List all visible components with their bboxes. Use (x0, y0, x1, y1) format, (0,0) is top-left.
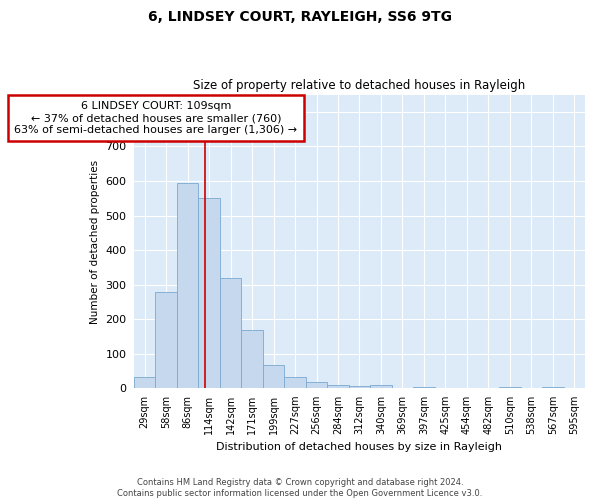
X-axis label: Distribution of detached houses by size in Rayleigh: Distribution of detached houses by size … (217, 442, 502, 452)
Text: Contains HM Land Registry data © Crown copyright and database right 2024.
Contai: Contains HM Land Registry data © Crown c… (118, 478, 482, 498)
Text: 6, LINDSEY COURT, RAYLEIGH, SS6 9TG: 6, LINDSEY COURT, RAYLEIGH, SS6 9TG (148, 10, 452, 24)
Bar (306, 382, 327, 388)
Bar (134, 377, 155, 388)
Bar (542, 386, 563, 388)
Bar (370, 385, 392, 388)
Bar (155, 292, 177, 388)
Bar (220, 278, 241, 388)
Bar (241, 330, 263, 388)
Bar (327, 385, 349, 388)
Bar (499, 386, 521, 388)
Bar (413, 386, 434, 388)
Text: 6 LINDSEY COURT: 109sqm
← 37% of detached houses are smaller (760)
63% of semi-d: 6 LINDSEY COURT: 109sqm ← 37% of detache… (14, 102, 298, 134)
Bar (349, 386, 370, 388)
Title: Size of property relative to detached houses in Rayleigh: Size of property relative to detached ho… (193, 79, 526, 92)
Y-axis label: Number of detached properties: Number of detached properties (89, 160, 100, 324)
Bar (177, 182, 199, 388)
Bar (284, 377, 306, 388)
Bar (199, 198, 220, 388)
Bar (263, 365, 284, 388)
